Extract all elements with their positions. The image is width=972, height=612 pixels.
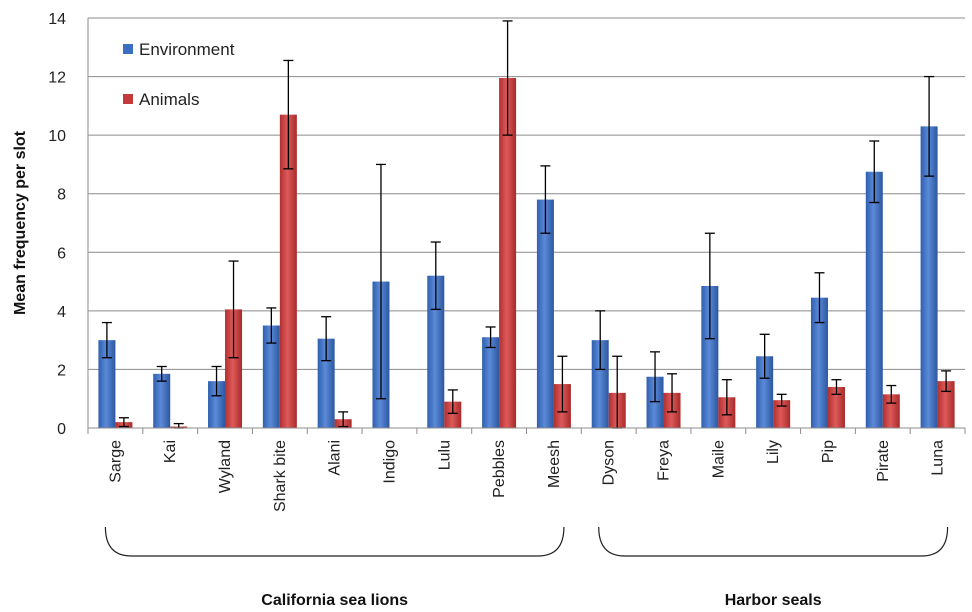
animals-bar-lulu <box>444 401 462 428</box>
legend-label: Animals <box>139 90 199 109</box>
x-tick-label: Indigo <box>381 440 398 484</box>
animals-bar-wyland <box>225 309 243 428</box>
y-tick-label: 14 <box>48 11 66 28</box>
axes: 0 2 4 6 8 10 12 14 Sarge Kai Wyland Shark bite Alani… <box>48 11 966 512</box>
animals-bar-shark-bite <box>279 114 297 429</box>
x-tick-label: Lulu <box>436 440 453 470</box>
environment-bar-luna <box>920 126 938 428</box>
gridlines <box>88 17 965 370</box>
x-tick-label: Alani <box>327 440 344 476</box>
environment-bar-sarge <box>98 340 116 428</box>
y-axis-title: Mean frequency per slot <box>12 130 29 315</box>
environment-bar-dyson <box>591 340 609 428</box>
animals-bar-lily <box>773 400 791 428</box>
group-bracket <box>104 526 565 557</box>
x-tick-label: Pip <box>820 440 837 463</box>
animals-bar-pip <box>827 387 845 428</box>
group-bracket <box>598 526 949 557</box>
legend-swatch-animals <box>123 94 133 104</box>
x-tick-label: Sarge <box>107 440 124 483</box>
legend-label: Environment <box>139 40 235 59</box>
group-brackets: California sea lions Harbor seals <box>104 526 949 609</box>
x-tick-label: Lily <box>765 440 782 464</box>
legend-swatch-environment <box>123 44 133 54</box>
x-tick-label: Luna <box>930 440 947 476</box>
environment-bar-maile <box>701 285 719 428</box>
environment-bar-pebbles <box>482 337 500 428</box>
environment-bar-freya <box>646 376 664 428</box>
y-tick-label: 2 <box>57 362 66 379</box>
x-tick-label: Pirate <box>875 440 892 482</box>
environment-bar-meesh <box>536 199 554 428</box>
environment-bar-lulu <box>427 275 445 428</box>
y-tick-label: 6 <box>57 245 66 262</box>
x-tick-label: Maile <box>710 440 727 478</box>
y-tick-label: 10 <box>48 128 66 145</box>
x-tick-label: Dyson <box>601 440 618 485</box>
environment-bar-pirate <box>865 171 883 428</box>
environment-bar-wyland <box>208 381 226 428</box>
x-tick-label: Shark bite <box>272 440 289 512</box>
x-tick-label: Meesh <box>546 440 563 488</box>
x-tick-label: Kai <box>162 440 179 463</box>
x-tick-label: Freya <box>656 440 673 481</box>
environment-bar-kai <box>153 373 171 428</box>
y-tick-label: 0 <box>57 421 66 438</box>
group-label: Harbor seals <box>725 592 822 609</box>
bars <box>98 20 955 429</box>
group-label: California sea lions <box>261 592 408 609</box>
x-tick-label: Wyland <box>217 440 234 493</box>
y-tick-label: 4 <box>57 304 66 321</box>
environment-bar-lily <box>756 356 774 428</box>
environment-bar-shark-bite <box>262 325 280 428</box>
environment-bar-pip <box>810 297 828 428</box>
animals-bar-luna <box>937 381 955 428</box>
y-tick-label: 8 <box>57 187 66 204</box>
y-tick-label: 12 <box>48 70 66 87</box>
legend: Environment Animals <box>123 40 235 109</box>
x-tick-label: Pebbles <box>491 440 508 498</box>
animals-bar-pebbles <box>499 78 517 429</box>
